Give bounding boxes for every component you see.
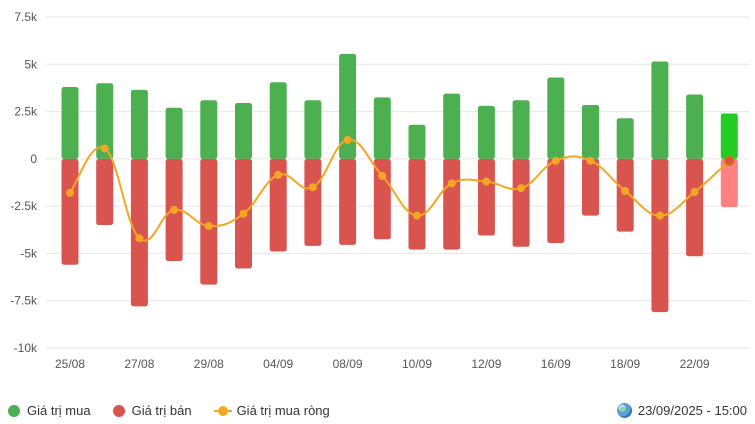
net-point (551, 156, 560, 165)
net-point (343, 135, 352, 144)
buy-bar (616, 118, 634, 159)
legend-item-net[interactable]: Giá trị mua ròng (213, 403, 330, 418)
x-tick-label: 22/09 (680, 357, 710, 371)
buy-bar (373, 97, 391, 159)
x-tick-label: 08/09 (333, 357, 363, 371)
y-tick-label: 7.5k (14, 10, 38, 24)
globe-icon (616, 403, 632, 418)
x-tick-label: 10/09 (402, 357, 432, 371)
y-tick-label: -2.5k (10, 199, 38, 213)
net-point (447, 179, 456, 188)
legend-sell-label: Giá trị bán (131, 403, 192, 418)
legend-item-sell[interactable]: Giá trị bán (112, 403, 192, 418)
sell-bar (582, 158, 599, 216)
buy-bars (61, 53, 738, 159)
sell-bar (547, 158, 565, 244)
x-tick-label: 18/09 (610, 357, 640, 371)
x-tick-label: 04/09 (263, 357, 293, 371)
net-point (204, 222, 213, 231)
net-point (413, 211, 421, 220)
y-tick-label: -5k (20, 246, 38, 260)
x-tick-label: 27/08 (124, 357, 154, 371)
legend-net-label: Giá trị mua ròng (236, 403, 330, 418)
buy-bar (512, 100, 530, 159)
x-tick-label: 29/08 (194, 357, 224, 371)
y-tick-label: 2.5k (14, 105, 38, 119)
chart-legend: Giá trị mua Giá trị bán Giá trị mua ròng (8, 403, 352, 418)
x-axis-ticks: 25/08 27/08 29/08 04/09 08/09 10/09 12/09 16/09… (55, 357, 710, 371)
y-tick-label: 5k (24, 57, 38, 71)
sell-bar (720, 158, 738, 208)
net-point (239, 209, 248, 218)
net-point (100, 144, 109, 153)
buy-bar (165, 107, 183, 159)
net-point (621, 187, 630, 196)
sell-bar (373, 158, 391, 240)
buy-bar (720, 113, 738, 159)
net-point (690, 187, 699, 196)
net-point (482, 177, 491, 186)
sell-bar (304, 158, 322, 246)
x-tick-label: 12/09 (471, 357, 501, 371)
net-point (66, 188, 74, 197)
buy-bar (339, 53, 357, 159)
net-point (308, 183, 317, 192)
sell-bar (616, 158, 634, 232)
net-point (274, 170, 283, 179)
net-point (655, 211, 664, 220)
buy-bar (582, 104, 599, 159)
net-line (66, 135, 735, 243)
y-tick-label: 0 (30, 152, 37, 166)
sell-bar (96, 158, 114, 226)
buy-bar (408, 124, 426, 159)
timestamp-text: 23/09/2025 - 15:00 (637, 403, 747, 418)
buy-bar (130, 89, 148, 159)
buy-bar (269, 82, 287, 159)
x-tick-label: 25/08 (55, 357, 85, 371)
buy-bar (96, 83, 114, 159)
net-point (378, 171, 387, 180)
legend-buy-label: Giá trị mua (27, 403, 91, 418)
legend-net-swatch (213, 405, 232, 417)
sell-bar (408, 158, 426, 250)
sell-bar (61, 158, 79, 265)
net-point (517, 184, 526, 193)
buy-bar (200, 100, 218, 159)
sell-bar (686, 158, 704, 257)
legend-buy-swatch (8, 404, 20, 417)
buy-bar (443, 93, 461, 159)
buy-bar (477, 105, 495, 159)
buy-bar (235, 103, 252, 159)
net-point (586, 156, 595, 165)
y-tick-label: -10k (14, 341, 38, 355)
sell-bar (269, 158, 287, 252)
sell-bar (200, 158, 218, 285)
sell-bar (477, 158, 495, 236)
legend-item-buy[interactable]: Giá trị mua (8, 403, 91, 418)
sell-bars (61, 158, 738, 313)
sell-bar (130, 158, 148, 307)
buy-bar (304, 100, 322, 159)
sell-bar (443, 158, 461, 250)
buy-bar (61, 86, 79, 159)
net-point (170, 205, 179, 214)
y-tick-label: -7.5k (10, 294, 38, 308)
x-tick-label: 16/09 (541, 357, 571, 371)
net-point (135, 234, 144, 243)
net-point (724, 155, 735, 166)
buy-bar (651, 61, 669, 159)
buy-bar (547, 77, 565, 159)
buy-bar (686, 94, 704, 159)
timestamp: 23/09/2025 - 15:00 (616, 403, 747, 418)
sell-bar (512, 158, 530, 247)
sell-bar (651, 158, 669, 313)
legend-sell-swatch (112, 404, 125, 417)
y-axis-ticks: 7.5k 5k 2.5k 0 -2.5k -5k -7.5k -10k (10, 10, 38, 355)
grid-lines (46, 16, 750, 349)
net-line-path (69, 138, 730, 242)
sell-bar (339, 158, 357, 245)
